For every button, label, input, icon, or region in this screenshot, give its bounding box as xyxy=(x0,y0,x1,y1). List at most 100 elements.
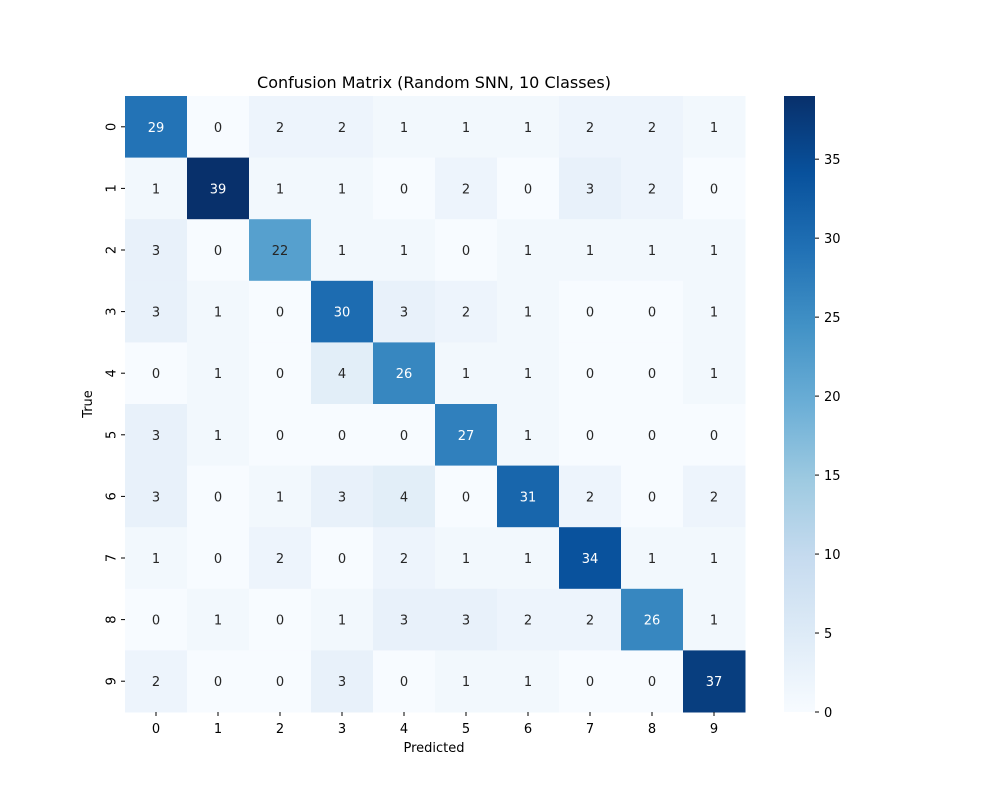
cell-value-label-5-8: 0 xyxy=(648,429,656,444)
colorbar-tick-label-4: 20 xyxy=(824,390,841,405)
cell-value-label-0-6: 1 xyxy=(524,121,532,136)
cell-value-label-9-7: 0 xyxy=(586,675,594,690)
cell-value-label-9-0: 2 xyxy=(152,675,160,690)
heatmap-cell-9-0 xyxy=(125,650,188,713)
cell-value-label-7-5: 1 xyxy=(462,552,470,567)
x-tick-label-2: 2 xyxy=(276,722,284,737)
y-tick-label-9: 9 xyxy=(105,677,120,685)
cell-value-label-7-7: 34 xyxy=(582,552,599,567)
cell-value-label-0-4: 1 xyxy=(400,121,408,136)
cell-value-label-4-3: 4 xyxy=(338,367,346,382)
cell-value-label-6-2: 1 xyxy=(276,490,284,505)
cell-value-label-9-3: 3 xyxy=(338,675,346,690)
heatmap-cell-1-4 xyxy=(373,157,436,220)
cell-value-label-6-7: 2 xyxy=(586,490,594,505)
heatmap-cell-7-7 xyxy=(559,527,622,590)
heatmap-cell-2-0 xyxy=(125,219,188,282)
colorbar-tick-label-7: 35 xyxy=(824,153,841,168)
cell-value-label-2-0: 3 xyxy=(152,244,160,259)
heatmap-cell-8-7 xyxy=(559,588,622,651)
heatmap-cell-7-6 xyxy=(497,527,560,590)
heatmap-cell-6-1 xyxy=(187,465,250,528)
heatmap-cell-1-0 xyxy=(125,157,188,220)
cell-value-label-4-6: 1 xyxy=(524,367,532,382)
cell-value-label-7-2: 2 xyxy=(276,552,284,567)
cell-value-label-3-0: 3 xyxy=(152,306,160,321)
heatmap-cell-7-1 xyxy=(187,527,250,590)
cell-value-label-0-3: 2 xyxy=(338,121,346,136)
cell-value-label-9-9: 37 xyxy=(706,675,723,690)
heatmap-cell-0-6 xyxy=(497,96,560,159)
cell-value-label-1-4: 0 xyxy=(400,182,408,197)
heatmap-cell-5-7 xyxy=(559,404,622,467)
heatmap-cell-2-8 xyxy=(621,219,684,282)
heatmap-cell-6-3 xyxy=(311,465,374,528)
cell-value-label-4-4: 26 xyxy=(396,367,413,382)
colorbar-tick-label-0: 0 xyxy=(824,706,832,721)
cell-value-label-8-5: 3 xyxy=(462,614,470,629)
cell-value-label-4-0: 0 xyxy=(152,367,160,382)
cell-value-label-0-9: 1 xyxy=(710,121,718,136)
heatmap-cell-9-8 xyxy=(621,650,684,713)
x-tick-label-4: 4 xyxy=(400,722,408,737)
heatmap-cell-0-0 xyxy=(125,96,188,159)
x-tick-label-0: 0 xyxy=(152,722,160,737)
cell-value-label-1-0: 1 xyxy=(152,182,160,197)
heatmap-cell-7-4 xyxy=(373,527,436,590)
cell-value-label-2-5: 0 xyxy=(462,244,470,259)
y-tick-label-4: 4 xyxy=(105,369,120,377)
cell-value-label-7-4: 2 xyxy=(400,552,408,567)
heatmap-cell-7-9 xyxy=(683,527,746,590)
cell-value-label-3-7: 0 xyxy=(586,306,594,321)
cell-value-label-4-5: 1 xyxy=(462,367,470,382)
cell-value-label-0-5: 1 xyxy=(462,121,470,136)
cell-value-label-6-1: 0 xyxy=(214,490,222,505)
cell-value-label-6-6: 31 xyxy=(520,490,537,505)
heatmap-cell-5-6 xyxy=(497,404,560,467)
cell-value-label-7-6: 1 xyxy=(524,552,532,567)
cell-value-label-7-8: 1 xyxy=(648,552,656,567)
heatmap-cell-3-6 xyxy=(497,280,560,343)
y-tick-label-0: 0 xyxy=(105,123,120,131)
cell-value-label-6-9: 2 xyxy=(710,490,718,505)
cell-value-label-9-6: 1 xyxy=(524,675,532,690)
cell-value-label-3-8: 0 xyxy=(648,306,656,321)
heatmap-cell-6-8 xyxy=(621,465,684,528)
heatmap-cell-4-8 xyxy=(621,342,684,405)
x-tick-label-7: 7 xyxy=(586,722,594,737)
cell-value-label-9-5: 1 xyxy=(462,675,470,690)
x-tick-label-5: 5 xyxy=(462,722,470,737)
cell-value-label-2-9: 1 xyxy=(710,244,718,259)
heatmap-cell-9-4 xyxy=(373,650,436,713)
cell-value-label-5-9: 0 xyxy=(710,429,718,444)
heatmap-cell-5-9 xyxy=(683,404,746,467)
heatmap-cell-2-6 xyxy=(497,219,560,282)
heatmap-cell-0-3 xyxy=(311,96,374,159)
cell-value-label-0-8: 2 xyxy=(648,121,656,136)
heatmap-cell-5-3 xyxy=(311,404,374,467)
cell-value-label-8-1: 1 xyxy=(214,614,222,629)
cell-value-label-8-6: 2 xyxy=(524,614,532,629)
cell-value-label-1-2: 1 xyxy=(276,182,284,197)
heatmap-cell-2-4 xyxy=(373,219,436,282)
heatmap-cell-8-5 xyxy=(435,588,498,651)
heatmap-cell-0-2 xyxy=(249,96,312,159)
cell-value-label-5-4: 0 xyxy=(400,429,408,444)
cell-value-label-3-5: 2 xyxy=(462,306,470,321)
y-axis-ticks: 0 1 2 3 4 5 6 7 8 9 xyxy=(105,123,125,685)
cell-value-label-7-1: 0 xyxy=(214,552,222,567)
cell-value-label-1-1: 39 xyxy=(210,182,227,197)
heatmap-cell-2-5 xyxy=(435,219,498,282)
heatmap-cell-3-9 xyxy=(683,280,746,343)
cell-value-label-3-3: 30 xyxy=(334,306,351,321)
heatmap-cell-8-8 xyxy=(621,588,684,651)
x-tick-label-3: 3 xyxy=(338,722,346,737)
cell-value-label-1-5: 2 xyxy=(462,182,470,197)
heatmap-cell-1-5 xyxy=(435,157,498,220)
cell-value-label-2-3: 1 xyxy=(338,244,346,259)
cell-value-label-8-0: 0 xyxy=(152,614,160,629)
heatmap-cell-7-2 xyxy=(249,527,312,590)
heatmap-cell-0-9 xyxy=(683,96,746,159)
y-tick-label-8: 8 xyxy=(105,615,120,623)
